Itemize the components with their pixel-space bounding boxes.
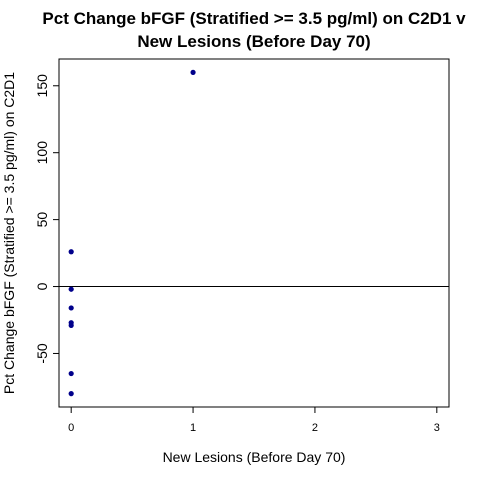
data-point <box>68 322 74 328</box>
y-tick-label: 0 <box>34 282 50 290</box>
chart-title-line-2: New Lesions (Before Day 70) <box>137 32 370 51</box>
x-tick-label: 1 <box>190 422 196 434</box>
y-tick-label: 100 <box>34 141 50 165</box>
data-point <box>68 370 74 377</box>
x-tick-label: 2 <box>312 422 318 434</box>
y-tick-label: -50 <box>34 343 50 363</box>
data-point <box>190 69 196 75</box>
chart-title-line-1: Pct Change bFGF (Stratified >= 3.5 pg/ml… <box>42 9 466 28</box>
x-axis-label: New Lesions (Before Day 70) <box>163 449 346 465</box>
data-point <box>68 286 74 292</box>
data-point <box>68 249 74 255</box>
y-tick-label: 50 <box>34 212 50 228</box>
data-point <box>68 391 74 397</box>
y-axis-label: Pct Change bFGF (Stratified >= 3.5 pg/ml… <box>1 72 17 394</box>
data-point <box>68 305 74 311</box>
y-tick-label: 150 <box>34 74 50 98</box>
x-tick-label: 0 <box>68 422 74 434</box>
plot-frame <box>58 58 450 408</box>
x-tick-label: 3 <box>434 422 440 434</box>
